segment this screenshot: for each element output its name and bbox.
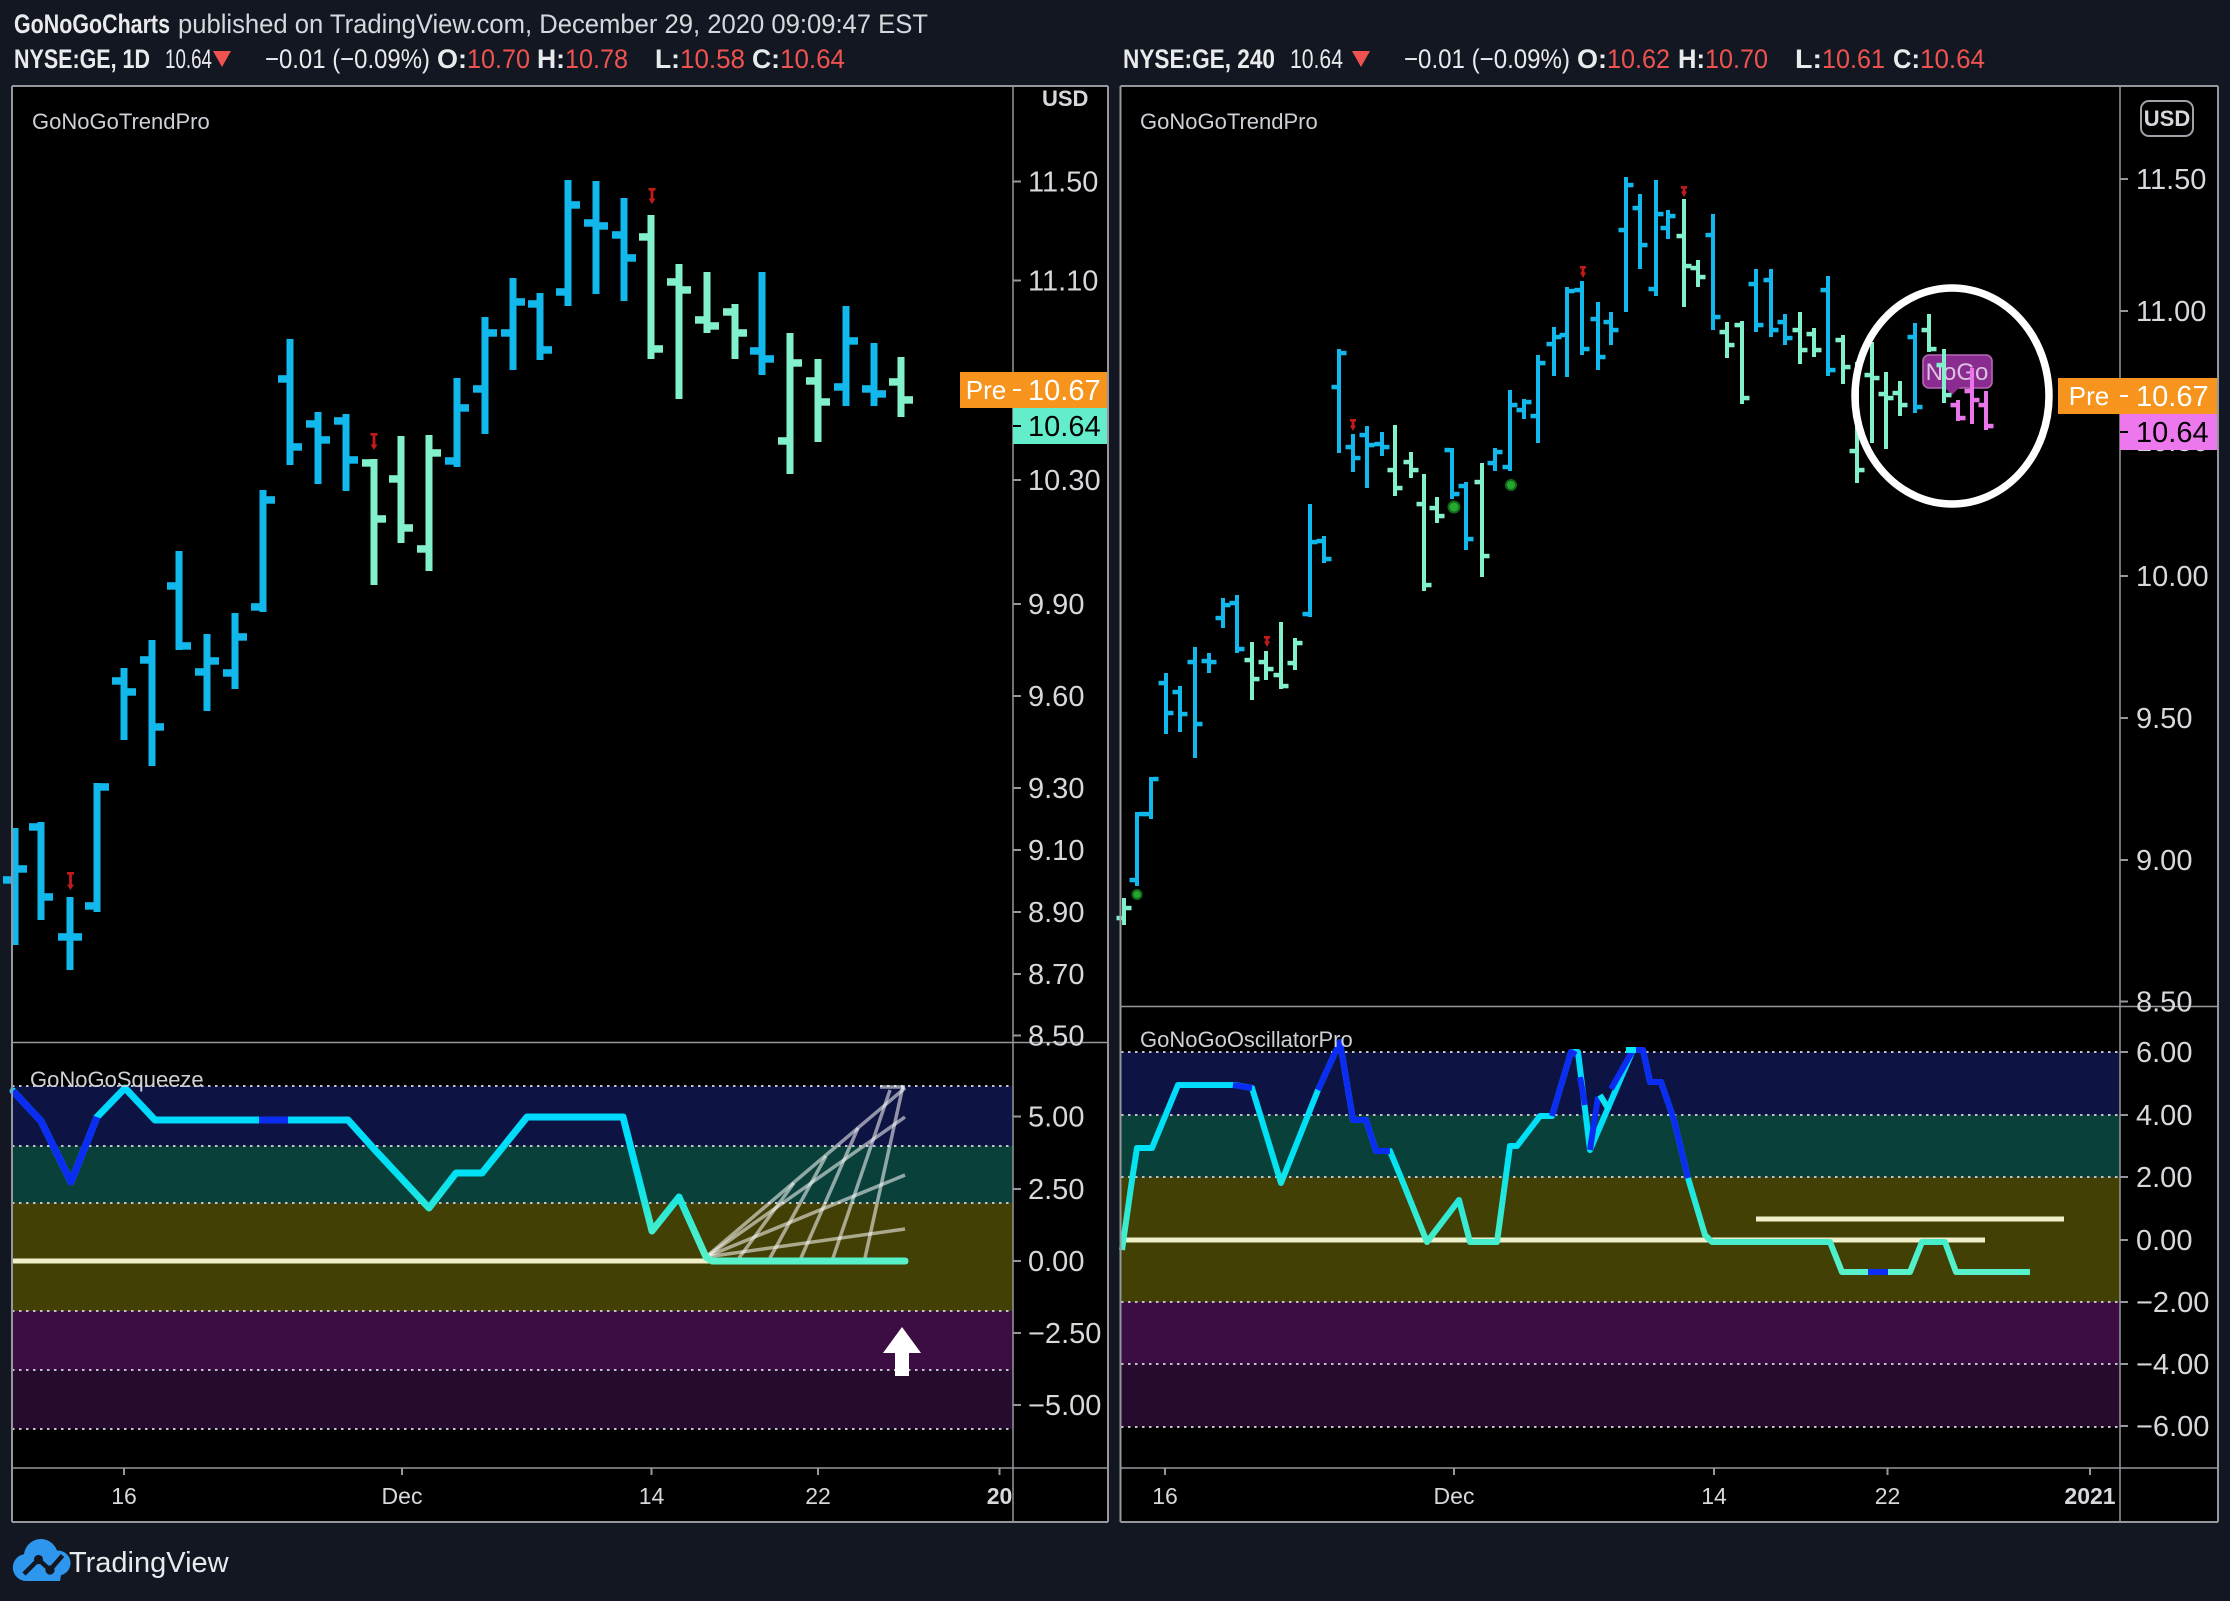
svg-text:−0.01 (−0.09%): −0.01 (−0.09%)	[265, 44, 430, 74]
svg-text:22: 22	[1875, 1483, 1901, 1509]
svg-text:8.50: 8.50	[2136, 987, 2192, 1019]
svg-text:−0.01 (−0.09%): −0.01 (−0.09%)	[1404, 44, 1570, 74]
svg-text:9.00: 9.00	[2136, 845, 2192, 877]
svg-text:10.61: 10.61	[1822, 44, 1885, 74]
svg-text:16: 16	[111, 1483, 137, 1509]
svg-text:GoNoGoTrendPro: GoNoGoTrendPro	[1140, 109, 1318, 134]
svg-text:O:: O:	[1577, 44, 1607, 74]
svg-text:10.64: 10.64	[1290, 44, 1343, 74]
svg-text:10.64: 10.64	[2136, 417, 2209, 449]
svg-text:14: 14	[1701, 1483, 1727, 1509]
svg-text:10.00: 10.00	[2136, 561, 2209, 593]
svg-text:16: 16	[1152, 1483, 1178, 1509]
svg-text:10.67: 10.67	[2136, 381, 2209, 413]
svg-text:10.70: 10.70	[467, 44, 530, 74]
svg-text:11.00: 11.00	[2136, 296, 2206, 328]
svg-text:Pre: Pre	[966, 375, 1006, 405]
svg-text:10.64: 10.64	[780, 44, 845, 74]
svg-text:H:: H:	[537, 44, 565, 74]
svg-text:L:: L:	[1795, 44, 1822, 74]
svg-text:Dec: Dec	[382, 1483, 423, 1509]
svg-text:GoNoGoOscillatorPro: GoNoGoOscillatorPro	[1140, 1027, 1353, 1052]
svg-text:10.62: 10.62	[1607, 44, 1670, 74]
svg-text:0.00: 0.00	[1028, 1246, 1084, 1278]
svg-text:NYSE:GE, 1D: NYSE:GE, 1D	[14, 44, 150, 74]
svg-text:22: 22	[805, 1483, 831, 1509]
svg-text:GoNoGoCharts: GoNoGoCharts	[14, 9, 170, 39]
svg-text:10.64: 10.64	[165, 44, 212, 74]
svg-text:C:: C:	[752, 44, 780, 74]
svg-text:−6.00: −6.00	[2136, 1411, 2209, 1443]
svg-text:9.30: 9.30	[1028, 773, 1084, 805]
svg-text:−2.00: −2.00	[2136, 1287, 2209, 1319]
svg-text:2.00: 2.00	[2136, 1162, 2192, 1194]
svg-text:11.50: 11.50	[2136, 164, 2206, 196]
svg-text:9.90: 9.90	[1028, 589, 1084, 621]
svg-text:9.50: 9.50	[2136, 703, 2192, 735]
svg-text:8.90: 8.90	[1028, 897, 1084, 929]
svg-text:L:: L:	[655, 44, 680, 74]
svg-text:GoNoGoTrendPro: GoNoGoTrendPro	[32, 109, 210, 134]
svg-text:11.50: 11.50	[1028, 167, 1098, 199]
svg-text:8.50: 8.50	[1028, 1021, 1084, 1053]
svg-text:TradingView: TradingView	[69, 1547, 230, 1579]
svg-text:10.70: 10.70	[1705, 44, 1768, 74]
svg-text:USD: USD	[2144, 106, 2190, 131]
svg-text:published on TradingView.com,: published on TradingView.com, December 2…	[178, 9, 928, 39]
svg-text:20: 20	[987, 1483, 1013, 1509]
svg-text:GoNoGoSqueeze: GoNoGoSqueeze	[30, 1067, 204, 1092]
svg-text:2.50: 2.50	[1028, 1174, 1084, 1206]
svg-text:Pre: Pre	[2069, 381, 2109, 411]
svg-text:10.64: 10.64	[1920, 44, 1985, 74]
svg-text:10.64: 10.64	[1028, 411, 1101, 443]
svg-text:14: 14	[639, 1483, 665, 1509]
svg-text:Dec: Dec	[1434, 1483, 1475, 1509]
svg-text:−5.00: −5.00	[1028, 1390, 1101, 1422]
svg-text:10.30: 10.30	[1028, 465, 1101, 497]
svg-text:2021: 2021	[2064, 1483, 2115, 1509]
svg-text:0.00: 0.00	[2136, 1225, 2192, 1257]
svg-text:H:: H:	[1678, 44, 1705, 74]
svg-text:C:: C:	[1893, 44, 1920, 74]
svg-text:−2.50: −2.50	[1028, 1318, 1101, 1350]
svg-text:11.10: 11.10	[1028, 266, 1098, 298]
svg-text:NoGo: NoGo	[1926, 359, 1989, 386]
svg-text:10.78: 10.78	[565, 44, 628, 74]
svg-text:10.67: 10.67	[1028, 375, 1101, 407]
svg-text:−4.00: −4.00	[2136, 1349, 2209, 1381]
svg-text:USD: USD	[1042, 86, 1088, 111]
svg-text:9.10: 9.10	[1028, 835, 1084, 867]
svg-text:10.58: 10.58	[680, 44, 745, 74]
svg-text:8.70: 8.70	[1028, 959, 1084, 991]
svg-text:4.00: 4.00	[2136, 1100, 2192, 1132]
svg-text:6.00: 6.00	[2136, 1037, 2192, 1069]
svg-text:9.60: 9.60	[1028, 681, 1084, 713]
svg-text:5.00: 5.00	[1028, 1102, 1084, 1134]
svg-text:NYSE:GE, 240: NYSE:GE, 240	[1123, 44, 1275, 74]
svg-text:O:: O:	[437, 44, 467, 74]
